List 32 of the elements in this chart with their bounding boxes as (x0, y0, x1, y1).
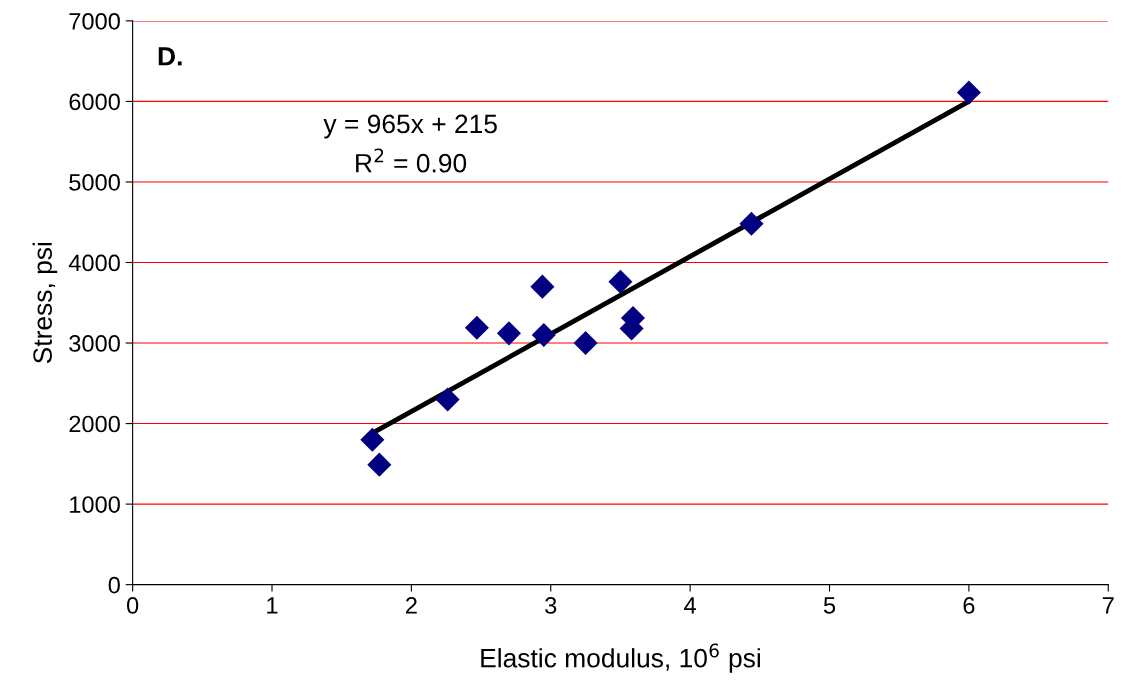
y-tick-label: 7000 (69, 12, 120, 30)
x-tick-label: 5 (823, 597, 836, 614)
x-tick-label: 0 (126, 597, 139, 614)
annotation: R$^{2}$ = 0.90 (356, 148, 467, 173)
x-tick-label: 1 (267, 597, 278, 614)
point (608, 269, 633, 294)
y-tick-label: 1000 (70, 496, 120, 513)
y-axis-title: Stress, psi (32, 242, 58, 364)
annotation: D. (158, 47, 182, 66)
x-tick-label: 7 (1102, 597, 1114, 614)
point (360, 427, 385, 452)
y-tick-label: 4000 (68, 254, 120, 272)
point (739, 211, 764, 236)
y-tick-label: 6000 (69, 93, 120, 111)
point (956, 80, 981, 105)
point (496, 321, 521, 346)
y-tick-label: 0 (108, 576, 120, 594)
annotation: y = 965x + 215 (323, 114, 497, 139)
y-tick-label: 3000 (69, 335, 120, 352)
x-tick-label: 2 (406, 597, 417, 614)
x-tick-label: 3 (545, 597, 557, 614)
x-tick-label: 4 (684, 597, 697, 614)
point (435, 387, 460, 412)
x-tick-label: 6 (963, 597, 975, 614)
y-tick-label: 5000 (69, 174, 120, 191)
point (464, 315, 489, 340)
point (530, 274, 555, 299)
y-tick-label: 2000 (69, 415, 120, 433)
point (573, 331, 598, 356)
point (531, 322, 556, 347)
x-axis-title: Elastic modulus, 10$^{6}$ psi (481, 643, 760, 673)
point (367, 452, 392, 477)
